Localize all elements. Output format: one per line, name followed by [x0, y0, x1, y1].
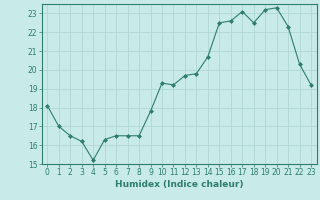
X-axis label: Humidex (Indice chaleur): Humidex (Indice chaleur) — [115, 180, 244, 189]
